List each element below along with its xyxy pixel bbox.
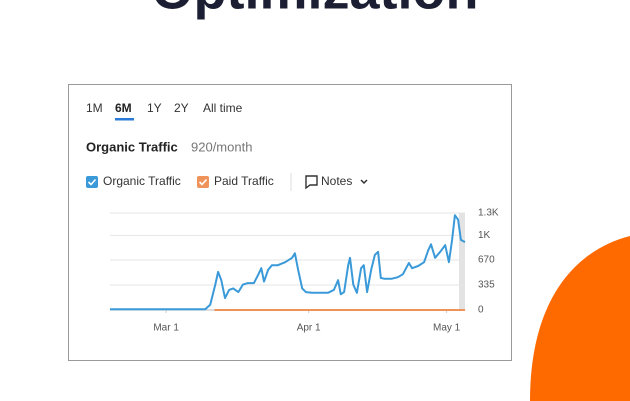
- y-tick-label: 335: [478, 280, 495, 291]
- y-tick-label: 0: [478, 305, 484, 316]
- time-tab[interactable]: 1Y: [147, 101, 162, 115]
- check-mark: [87, 178, 97, 186]
- time-tab[interactable]: 1M: [86, 101, 103, 115]
- x-tick-label: Mar 1: [153, 323, 179, 334]
- decor-blob: [530, 236, 630, 401]
- legend-checkbox: [197, 176, 209, 188]
- notes-icon: [305, 175, 318, 190]
- legend-item[interactable]: Paid Traffic: [197, 174, 274, 188]
- legend-label: Organic Traffic: [103, 174, 181, 188]
- series-line: [110, 214, 466, 311]
- chart-title: Organic Traffic: [86, 139, 178, 154]
- time-tab[interactable]: 6M: [115, 101, 132, 115]
- chart-subtitle: 920/month: [191, 139, 252, 154]
- notes-label: Notes: [321, 174, 352, 188]
- active-tab-underline: [115, 118, 134, 121]
- x-tick-label: May 1: [433, 323, 461, 334]
- legend-checkbox: [86, 176, 98, 188]
- legend-label: Paid Traffic: [214, 174, 274, 188]
- notes-button[interactable]: Notes: [305, 174, 368, 190]
- time-tab[interactable]: All time: [203, 101, 243, 115]
- legend-item[interactable]: Organic Traffic: [86, 174, 181, 188]
- time-tab[interactable]: 2Y: [174, 101, 189, 115]
- page-title: Optimization: [152, 0, 479, 20]
- y-tick-label: 1.3K: [478, 208, 499, 219]
- y-tick-label: 1K: [478, 230, 491, 241]
- x-tick-label: Apr 1: [297, 323, 321, 334]
- check-mark: [198, 178, 208, 186]
- partial-period-band: [459, 213, 465, 310]
- chevron: [360, 179, 368, 185]
- y-tick-label: 670: [478, 255, 495, 266]
- card: [68, 84, 512, 361]
